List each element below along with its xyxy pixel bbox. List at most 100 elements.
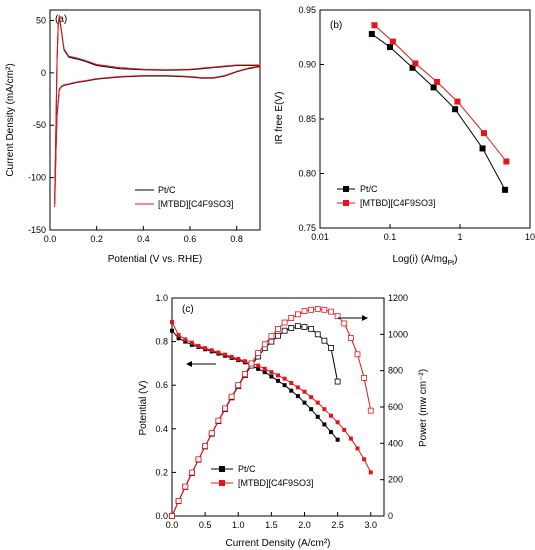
- panel-a-label: (a): [55, 14, 67, 25]
- plot-c-legend: Pt/C [MTBD][C4F9SO3]: [211, 464, 314, 488]
- c-series-1-line: [171, 321, 372, 473]
- c-series-2-point: [294, 323, 301, 330]
- plot-a-frame: [49, 9, 261, 231]
- c-ytick-right-label: 1200: [388, 293, 408, 303]
- c-xtick-label: 1.0: [232, 520, 245, 530]
- b-series-1-point: [454, 98, 461, 105]
- c-series-3-point: [175, 498, 182, 504]
- c-series-1-point: [309, 395, 314, 400]
- c-series-3-point: [261, 341, 268, 348]
- b-xtick-label: 0.01: [311, 232, 329, 242]
- arrow-right-annotation: [338, 315, 368, 321]
- c-series-3-point: [341, 320, 348, 327]
- c-ytick-label: 0.6: [155, 380, 168, 390]
- plot-c-ylabel-right: Power (mw cm⁻²): [418, 369, 429, 447]
- c-series-1-point: [236, 357, 241, 362]
- c-series-1-point: [335, 420, 340, 425]
- c-series-0-point: [183, 339, 188, 344]
- plot-a-xlabel: Potential (V vs. RHE): [108, 254, 202, 265]
- c-series-1-point: [223, 352, 227, 357]
- c-series-3-point: [308, 306, 315, 313]
- b-xtick-label: 10: [525, 232, 535, 242]
- c-series-3-point: [182, 483, 189, 490]
- c-series-3-point: [215, 417, 222, 424]
- arrow-right-head: [362, 315, 368, 321]
- c-series-1-point: [282, 376, 287, 381]
- c-series-3-point: [222, 405, 228, 412]
- c-series-3-point: [288, 315, 295, 321]
- c-series-1-point: [189, 340, 194, 345]
- b-ytick-label: 0.85: [298, 114, 316, 124]
- c-series-3-point: [208, 430, 215, 437]
- plot-c-ylabel: Potential (V): [138, 380, 149, 435]
- c-series-3-point: [294, 311, 301, 318]
- c-series-0-point: [335, 437, 340, 442]
- c-series-1-point: [348, 436, 353, 441]
- c-ytick-label: 1.0: [155, 293, 168, 303]
- c-ytick-right-label: 400: [388, 438, 403, 448]
- c-series-0-point: [262, 370, 267, 375]
- c-series-1-point: [209, 348, 214, 353]
- c-series-2-point: [281, 327, 288, 334]
- arrow-left-head: [186, 361, 192, 367]
- b-series-1-line: [374, 24, 507, 162]
- b-xtick-label: 0.1: [384, 232, 397, 242]
- b-ytick-label: 0.95: [298, 5, 316, 15]
- b-ytick-label: 0.75: [298, 223, 316, 233]
- c-series-3-point: [275, 325, 281, 332]
- c-series-1-point: [229, 354, 234, 359]
- c-series-3-point: [202, 443, 209, 449]
- c-ytick-right-label: 800: [388, 366, 403, 376]
- c-xtick-label: 1.5: [265, 520, 278, 530]
- c-series-3-point: [334, 313, 341, 320]
- c-series-2-point: [268, 338, 275, 345]
- a-xtick-label: 0.0: [44, 234, 57, 244]
- b-series-0-point: [409, 64, 416, 71]
- c-xtick-label: 2.5: [331, 520, 344, 530]
- panel-a: (a) 0.0 0.2 0.4 0.6 0.8 50 0 -50 -100 -150 Potent…: [5, 9, 261, 265]
- c-series-1-point: [329, 413, 333, 418]
- c-series-3-point: [354, 351, 361, 358]
- c-series-1-point: [256, 363, 261, 368]
- c-series-0-point: [269, 374, 274, 379]
- c-series-1-point: [322, 407, 327, 412]
- c-series-2-point: [314, 331, 321, 338]
- c-series-2-point: [301, 324, 308, 330]
- c-series-0-point: [282, 383, 287, 388]
- c-series-1-point: [315, 400, 320, 405]
- plot-b-legend: Pt/C [MTBD][C4F9SO3]: [337, 184, 436, 208]
- c-series-1-point: [203, 346, 208, 351]
- b-series-1-point: [389, 38, 396, 45]
- plot-b-xlabel-sub: Pt: [448, 260, 455, 267]
- c-ytick-label: 0.2: [155, 467, 168, 477]
- c-series-2-point: [288, 325, 295, 331]
- c-series-0-point: [176, 336, 181, 341]
- legend-b-marker-ptc: [343, 186, 349, 192]
- b-series-1-point: [412, 60, 419, 67]
- c-series-0-point: [315, 414, 320, 419]
- b-series-1-point: [480, 130, 487, 137]
- c-series-1-point: [342, 427, 347, 432]
- c-series-1-point: [295, 385, 300, 390]
- arrow-left-annotation: [186, 361, 216, 367]
- legend-b-label-mtbd: [MTBD][C4F9SO3]: [360, 198, 436, 208]
- c-ytick-right-label: 1000: [388, 329, 408, 339]
- c-ytick-right-label: 0: [388, 511, 393, 521]
- c-series-2-point: [334, 378, 341, 385]
- c-series-1-point: [216, 350, 221, 355]
- c-series-0-point: [170, 328, 174, 333]
- c-series-1-point: [276, 373, 280, 378]
- b-series-1-point: [434, 78, 441, 85]
- c-ytick-right-label: 200: [388, 475, 403, 485]
- c-ytick-label: 0.8: [155, 337, 168, 347]
- b-series-0-line: [371, 33, 506, 191]
- c-series-0-point: [256, 366, 261, 371]
- c-series-2-point: [275, 332, 281, 339]
- b-series-0-point: [479, 145, 486, 152]
- a-xtick-label: 0.8: [230, 234, 243, 244]
- b-series-0-point: [387, 44, 393, 51]
- c-series-3-point: [314, 305, 321, 312]
- c-xtick-label: 3.0: [364, 520, 377, 530]
- c-series-3-point: [281, 319, 288, 326]
- c-series-1-point: [362, 457, 367, 462]
